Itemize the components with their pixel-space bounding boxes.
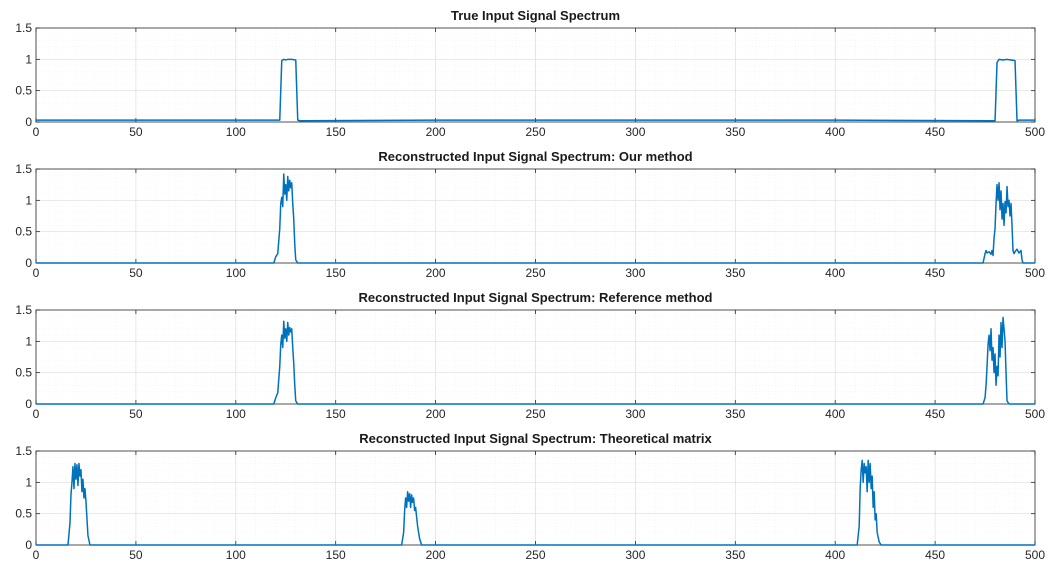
subplot-3: 0 50 100 150 200 250 300 350 400 450 500 0 0.5 1 1.5 Re…	[15, 290, 1045, 421]
grid	[36, 451, 1035, 545]
y-tick-label: 1	[25, 52, 32, 66]
x-tick-label: 500	[1025, 548, 1045, 562]
x-tick-label: 300	[625, 125, 645, 139]
y-tick-label: 0.5	[15, 84, 32, 98]
x-tick-label: 100	[226, 407, 246, 421]
subplot-title: Reconstructed Input Signal Spectrum: Ref…	[359, 290, 713, 305]
y-tick-label: 0	[25, 256, 32, 270]
x-tick-label: 200	[426, 548, 446, 562]
y-tick-label: 1	[25, 334, 32, 348]
y-tick-label: 0	[25, 115, 32, 129]
x-tick-label: 200	[426, 407, 446, 421]
x-tick-label: 0	[33, 266, 40, 280]
y-tick-label: 1.5	[15, 444, 32, 458]
y-tick-label: 1.5	[15, 162, 32, 176]
x-tick-label: 300	[625, 407, 645, 421]
x-tick-label: 400	[825, 125, 845, 139]
x-tick-label: 250	[525, 125, 545, 139]
x-tick-label: 100	[226, 125, 246, 139]
x-tick-label: 200	[426, 125, 446, 139]
x-tick-label: 500	[1025, 266, 1045, 280]
y-tick-label: 1.5	[15, 21, 32, 35]
x-tick-label: 0	[33, 407, 40, 421]
x-tick-label: 350	[725, 125, 745, 139]
series-line-1	[36, 316, 1035, 405]
x-tick-label: 450	[925, 125, 945, 139]
series-line-1	[36, 459, 1035, 546]
x-tick-label: 50	[129, 266, 143, 280]
y-tick-label: 0.5	[15, 507, 32, 521]
x-tick-label: 250	[525, 266, 545, 280]
y-tick-label: 1.5	[15, 303, 32, 317]
x-tick-label: 450	[925, 548, 945, 562]
y-tick-label: 0.5	[15, 225, 32, 239]
subplot-title: Reconstructed Input Signal Spectrum: The…	[359, 431, 712, 446]
x-tick-label: 250	[525, 548, 545, 562]
grid	[36, 169, 1035, 263]
x-tick-label: 450	[925, 407, 945, 421]
x-tick-label: 500	[1025, 407, 1045, 421]
grid	[36, 28, 1035, 122]
x-tick-label: 350	[725, 548, 745, 562]
subplot-title: Reconstructed Input Signal Spectrum: Our…	[378, 149, 692, 164]
x-tick-label: 150	[326, 266, 346, 280]
x-tick-label: 300	[625, 266, 645, 280]
y-tick-label: 1	[25, 193, 32, 207]
subplot-4: 0 50 100 150 200 250 300 350 400 450 500 0 0.5 1 1.5 Re…	[15, 431, 1045, 562]
x-tick-label: 150	[326, 407, 346, 421]
y-tick-label: 0	[25, 397, 32, 411]
x-tick-label: 50	[129, 407, 143, 421]
series-line-1	[36, 58, 1035, 122]
x-tick-label: 450	[925, 266, 945, 280]
x-tick-label: 400	[825, 266, 845, 280]
x-tick-label: 250	[525, 407, 545, 421]
x-tick-label: 100	[226, 266, 246, 280]
x-tick-label: 300	[625, 548, 645, 562]
x-tick-label: 0	[33, 548, 40, 562]
x-tick-label: 400	[825, 548, 845, 562]
y-tick-label: 0.5	[15, 366, 32, 380]
x-tick-label: 400	[825, 407, 845, 421]
x-tick-label: 200	[426, 266, 446, 280]
subplot-1: 0 50 100 150 200 250 300 350 400 450 500 0 0.5 1 1.5 Tr…	[15, 8, 1045, 139]
y-tick-label: 0	[25, 538, 32, 552]
subplot-title: True Input Signal Spectrum	[451, 8, 620, 23]
x-tick-label: 150	[326, 548, 346, 562]
y-tick-label: 1	[25, 475, 32, 489]
x-tick-label: 50	[129, 125, 143, 139]
x-tick-label: 50	[129, 548, 143, 562]
subplot-2: 0 50 100 150 200 250 300 350 400 450 500 0 0.5 1 1.5 Re…	[15, 149, 1045, 280]
x-tick-label: 350	[725, 407, 745, 421]
x-tick-label: 350	[725, 266, 745, 280]
x-tick-label: 500	[1025, 125, 1045, 139]
x-tick-label: 100	[226, 548, 246, 562]
x-tick-label: 0	[33, 125, 40, 139]
series-line-1	[36, 173, 1035, 264]
x-tick-label: 150	[326, 125, 346, 139]
grid	[36, 310, 1035, 404]
